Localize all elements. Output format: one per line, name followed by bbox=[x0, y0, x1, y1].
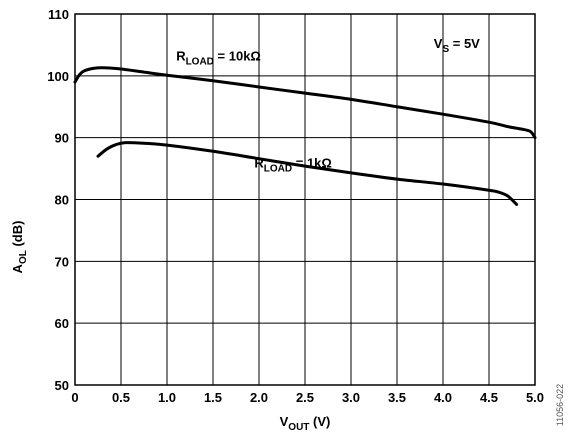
x-axis-label-main: V bbox=[280, 414, 289, 429]
annotation-2: RLOAD = 1kΩ bbox=[254, 155, 331, 174]
x-axis-label: VOUT (V) bbox=[280, 414, 331, 433]
x-tick-label: 3.5 bbox=[388, 390, 406, 405]
annotation-sub: S bbox=[442, 44, 449, 55]
x-tick-label: 1.0 bbox=[158, 390, 176, 405]
annotation-rest: = 5V bbox=[449, 36, 480, 51]
series-line-1 bbox=[96, 141, 519, 206]
x-tick-label: 1.5 bbox=[204, 390, 222, 405]
annotation-sub: LOAD bbox=[264, 163, 292, 174]
plot-frame bbox=[74, 13, 536, 386]
y-axis-label: AOL (dB) bbox=[10, 221, 29, 274]
x-tick-label: 5.0 bbox=[526, 390, 544, 405]
y-tick-label: 90 bbox=[55, 131, 69, 146]
y-tick-label: 70 bbox=[55, 254, 69, 269]
x-tick-label: 2.5 bbox=[296, 390, 314, 405]
annotation-0: VS = 5V bbox=[434, 36, 480, 55]
annotation-main: R bbox=[254, 155, 264, 170]
annotation-main: V bbox=[434, 36, 443, 51]
annotation-rest: = 1kΩ bbox=[292, 155, 332, 170]
series-line-0 bbox=[73, 66, 537, 140]
x-tick-label: 4.5 bbox=[480, 390, 498, 405]
annotation-sub: LOAD bbox=[186, 56, 214, 67]
annotation-rest: = 10kΩ bbox=[214, 48, 261, 63]
y-axis-label-main: A bbox=[10, 263, 25, 273]
x-tick-label: 0 bbox=[71, 390, 78, 405]
annotation-main: R bbox=[176, 48, 186, 63]
y-axis-label-unit: (dB) bbox=[10, 221, 25, 251]
grid bbox=[74, 13, 536, 386]
x-tick-label: 0.5 bbox=[112, 390, 130, 405]
annotation-1: RLOAD = 10kΩ bbox=[176, 48, 261, 67]
y-tick-label: 60 bbox=[55, 316, 69, 331]
y-tick-label: 80 bbox=[55, 193, 69, 208]
y-tick-label: 50 bbox=[55, 378, 69, 393]
y-axis-label-sub: OL bbox=[18, 250, 29, 264]
tick-labels: 0 0.5 1.0 1.5 2.0 2.5 3.0 3.5 4.0 4.5 5.0 50 60 70 80 9… bbox=[47, 7, 544, 405]
x-tick-label: 4.0 bbox=[434, 390, 452, 405]
curves bbox=[73, 66, 537, 206]
x-tick-label: 3.0 bbox=[342, 390, 360, 405]
x-tick-label: 2.0 bbox=[250, 390, 268, 405]
figure-code: 11056-022 bbox=[555, 384, 565, 426]
y-tick-label: 110 bbox=[48, 7, 69, 22]
x-axis-label-sub: OUT bbox=[288, 422, 309, 433]
y-tick-label: 100 bbox=[47, 69, 69, 84]
x-axis-label-unit: (V) bbox=[309, 414, 330, 429]
